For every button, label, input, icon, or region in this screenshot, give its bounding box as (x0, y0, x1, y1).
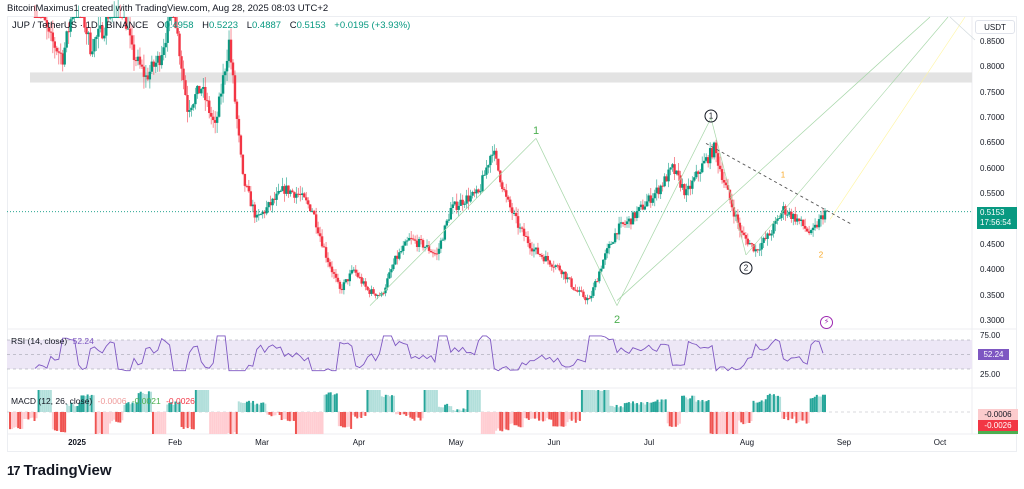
price-tick: 0.3500 (980, 290, 1005, 300)
price-tick: 0.5500 (980, 189, 1005, 199)
currency-unit-button[interactable]: USDT (975, 20, 1015, 34)
rsi-legend: RSI (14, close) 52.24 (11, 336, 94, 346)
tradingview-logo[interactable]: 17 TradingView (7, 462, 112, 479)
macd-hist-badge: -0.0006 (978, 409, 1018, 420)
low-value: 0.4887 (252, 20, 282, 31)
open-label: O (157, 20, 165, 31)
time-tick: Jun (547, 438, 561, 447)
last-price-value: 0.5153 (980, 208, 1005, 217)
price-tick: 0.8500 (980, 37, 1005, 46)
macd-signal-value: -0.0026 (166, 396, 195, 406)
change-value: +0.0195 (+3.93%) (334, 20, 411, 31)
high-label: H (202, 20, 209, 31)
close-label: C (289, 20, 297, 31)
symbol-label[interactable]: JUP / TetherUS · 1D · BINANCE (12, 20, 149, 31)
time-tick: May (448, 438, 464, 447)
wave-label-green-1[interactable]: 1 (532, 125, 540, 137)
macd-line-value: -0.0021 (131, 396, 161, 406)
wave-label-orange-1[interactable]: 1 (780, 170, 786, 180)
wave-label-orange-2[interactable]: 2 (818, 250, 824, 260)
macd-signal-badge: -0.0026 (978, 420, 1018, 431)
price-tick: 0.6000 (980, 163, 1005, 173)
chart-credit: BitcoinMaximus1 created with TradingView… (7, 3, 329, 14)
rsi-value-badge: 52.24 (978, 349, 1009, 360)
time-tick: Jul (643, 438, 655, 447)
lightning-bolt-icon[interactable]: ⚡ (820, 316, 833, 329)
macd-line-badge (978, 431, 1018, 434)
chart-frame (7, 16, 1017, 452)
wave-label-green-2[interactable]: 2 (613, 314, 621, 326)
wave-label-circled-2[interactable]: 2 (739, 261, 753, 275)
time-tick: Mar (255, 438, 269, 447)
time-tick: Apr (352, 438, 366, 447)
price-tick: 0.4500 (980, 239, 1005, 249)
price-tick: 0.3000 (980, 315, 1005, 325)
price-tick: 0.6500 (980, 138, 1005, 148)
rsi-label[interactable]: RSI (14, close) (11, 336, 68, 346)
open-value: 0.4958 (164, 20, 194, 31)
bar-countdown: 17:56:54 (980, 218, 1012, 227)
macd-legend: MACD (12, 26, close) -0.0006 -0.0021 -0.… (11, 396, 195, 406)
price-tick: 0.7000 (980, 113, 1005, 123)
price-tick: 0.7500 (980, 87, 1005, 97)
macd-label[interactable]: MACD (12, 26, close) (11, 396, 93, 406)
last-price-badge: 0.5153 17:56:54 (977, 207, 1017, 229)
time-tick: Aug (739, 438, 755, 447)
time-tick: Oct (933, 438, 947, 447)
time-tick: 2025 (68, 438, 86, 447)
price-tick: 0.8000 (980, 62, 1005, 72)
macd-hist-value: -0.0006 (97, 396, 127, 406)
tradingview-wordmark: TradingView (23, 462, 112, 479)
time-tick: Feb (168, 438, 182, 447)
price-tick: 0.4000 (980, 265, 1005, 275)
tradingview-mark-icon: 17 (7, 463, 21, 478)
wave-label-circled-1[interactable]: 1 (704, 109, 718, 123)
low-label: L (246, 20, 252, 31)
symbol-legend: JUP / TetherUS · 1D · BINANCE O0.4958 H0… (12, 20, 410, 31)
close-value: 0.5153 (296, 20, 326, 31)
rsi-upper-tick: 75.00 (980, 331, 1001, 340)
rsi-lower-tick: 25.00 (980, 370, 1001, 379)
rsi-value: 52.24 (72, 336, 94, 346)
high-value: 0.5223 (209, 20, 239, 31)
time-tick: Sep (836, 438, 852, 447)
